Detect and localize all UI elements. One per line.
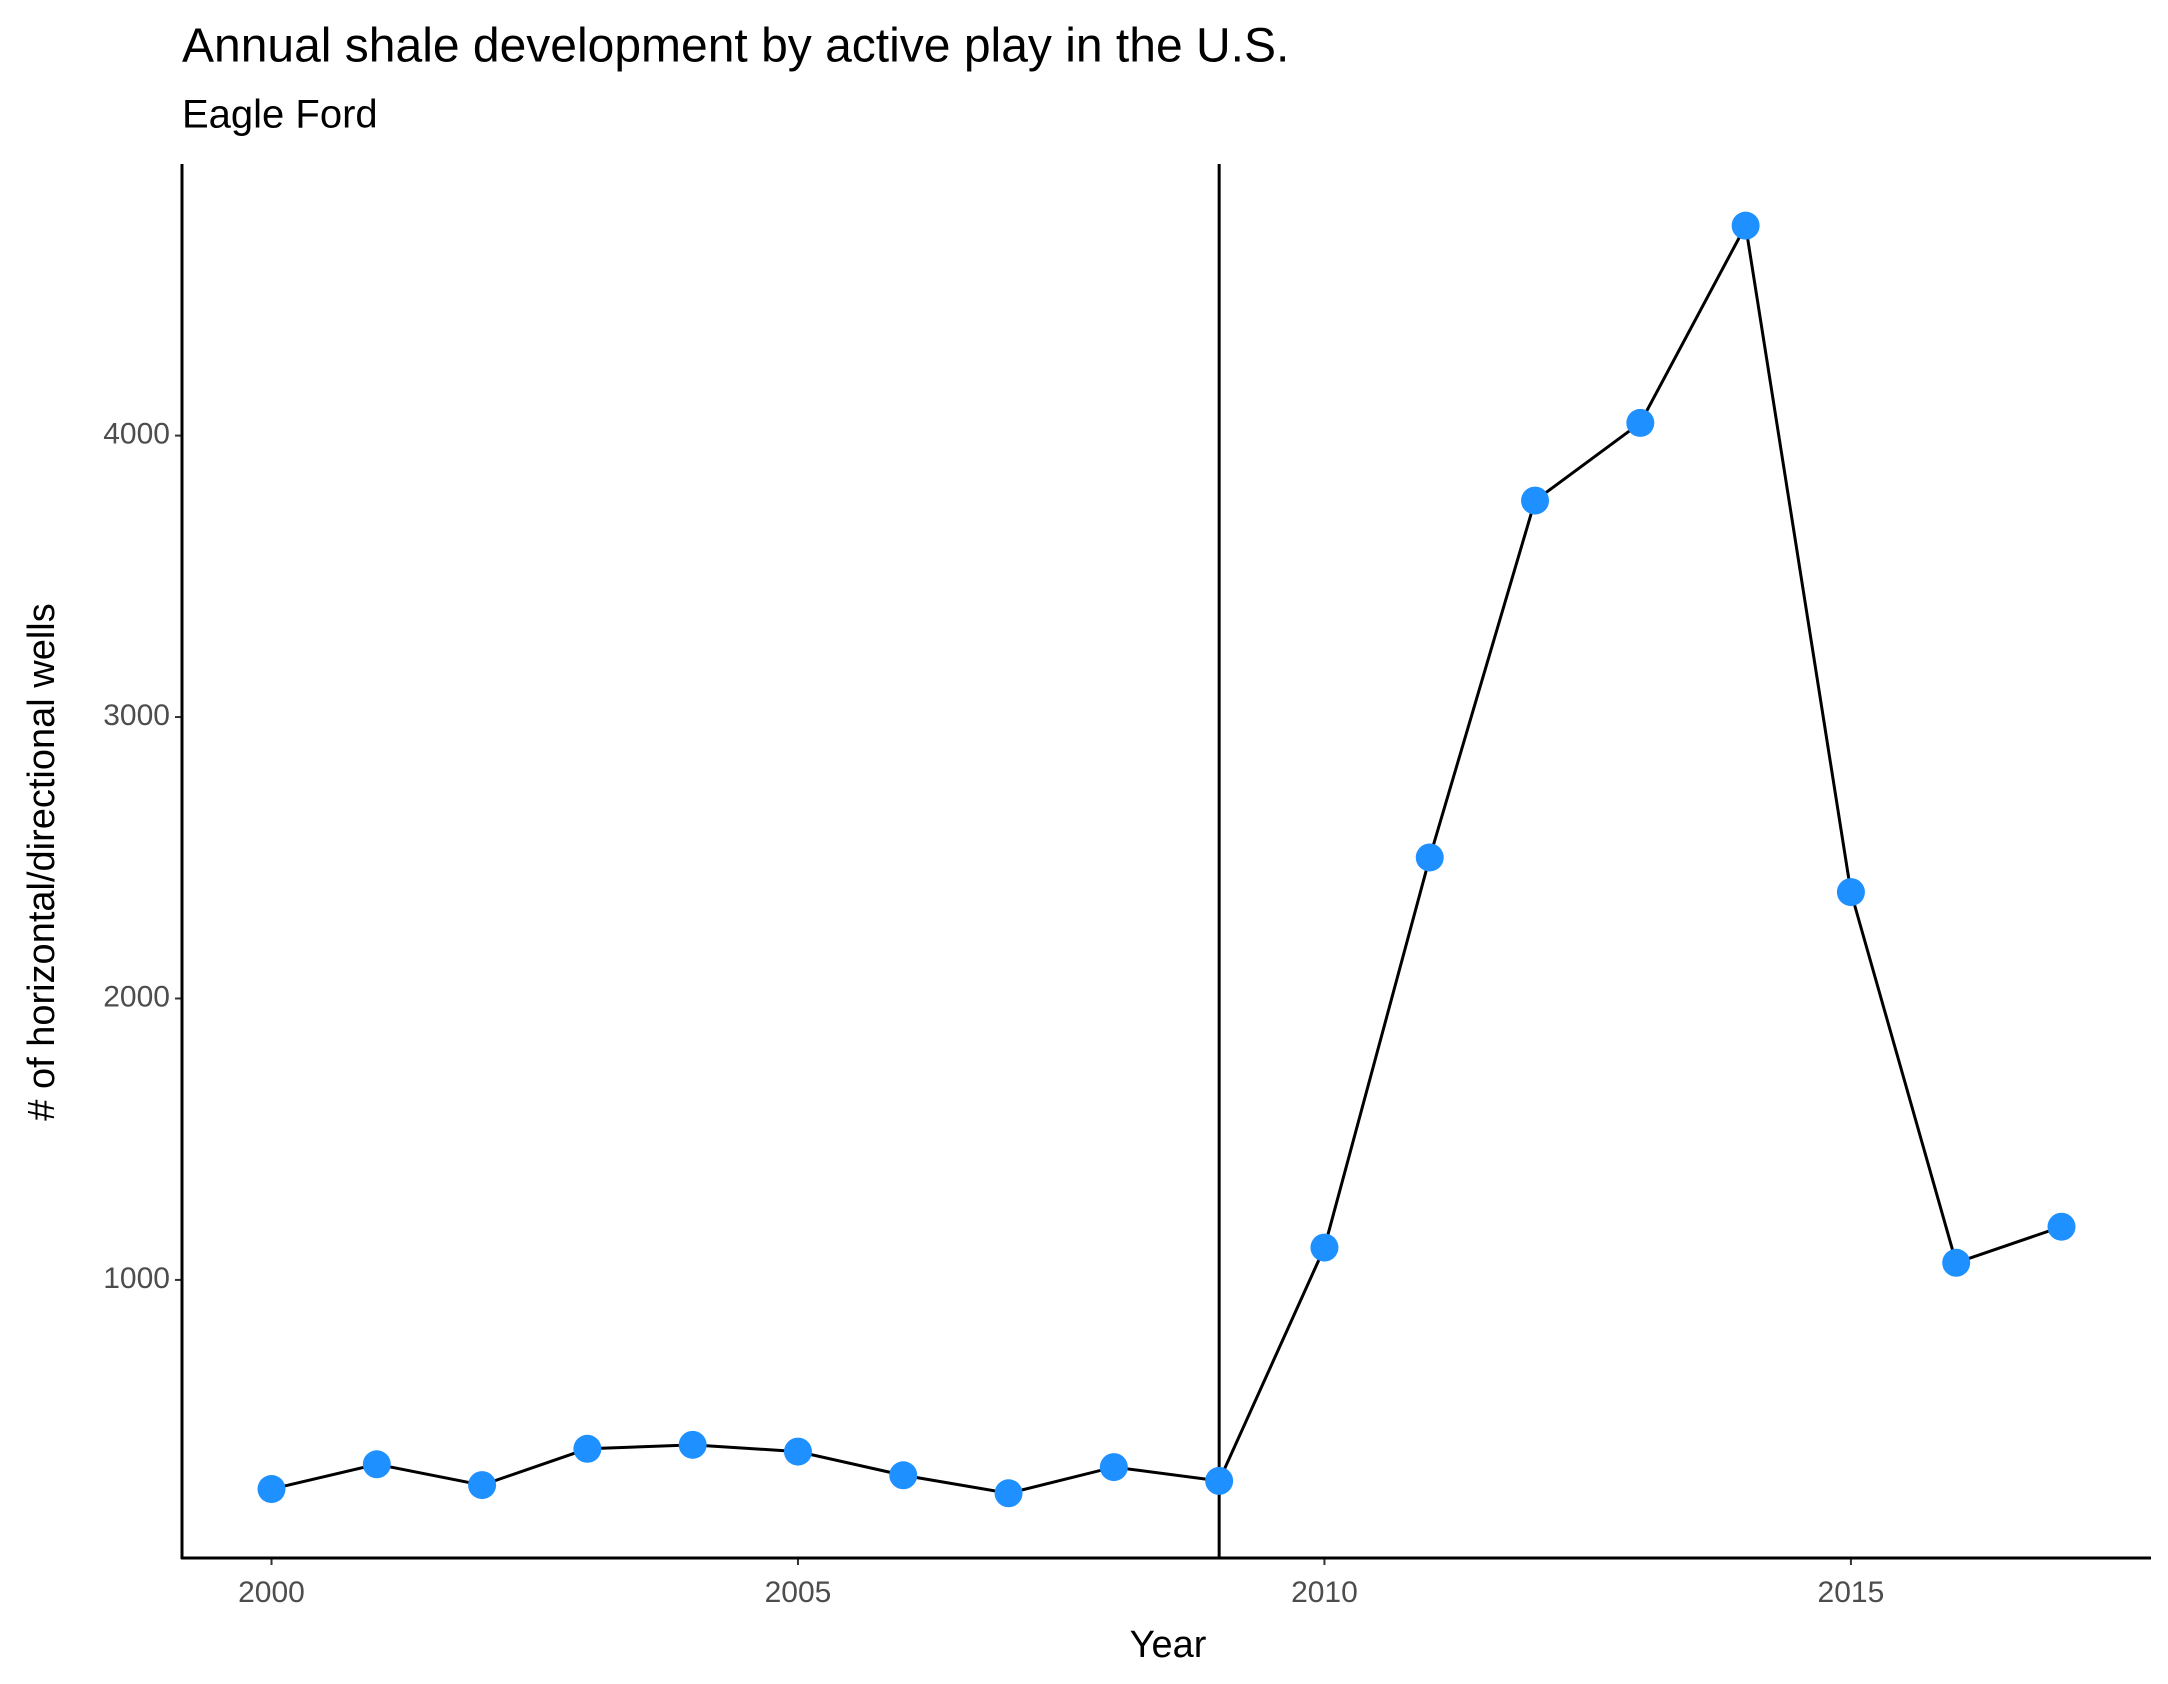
data-point: [994, 1479, 1023, 1508]
data-point: [1836, 878, 1865, 907]
data-point: [1626, 408, 1655, 437]
data-point: [2047, 1212, 2076, 1241]
x-tick-label: 2000: [238, 1576, 305, 1609]
y-axis-title: # of horizontal/directional wells: [21, 603, 63, 1121]
data-point: [362, 1450, 391, 1479]
data-point: [257, 1475, 286, 1504]
y-tick-label: 2000: [103, 980, 170, 1013]
y-tick-label: 3000: [103, 699, 170, 732]
data-point: [1942, 1248, 1971, 1277]
data-point: [1415, 843, 1444, 872]
data-point: [678, 1430, 707, 1459]
chart-title: Annual shale development by active play …: [182, 20, 1289, 73]
data-point: [468, 1471, 497, 1500]
data-point: [1205, 1466, 1234, 1495]
series-line: [271, 220, 2062, 1495]
data-point: [1731, 211, 1760, 240]
data-point: [1310, 1233, 1339, 1262]
data-point: [783, 1437, 812, 1466]
x-tick-label: 2015: [1818, 1576, 1885, 1609]
x-tick-label: 2005: [765, 1576, 832, 1609]
data-point: [889, 1461, 918, 1490]
data-point: [1521, 486, 1550, 515]
data-point: [573, 1434, 602, 1463]
x-axis-title: Year: [1130, 1624, 1207, 1666]
data-point: [1099, 1453, 1128, 1482]
y-tick-label: 4000: [103, 418, 170, 451]
x-tick-label: 2010: [1291, 1576, 1358, 1609]
chart-subtitle: Eagle Ford: [182, 93, 378, 137]
y-tick-label: 1000: [103, 1262, 170, 1295]
